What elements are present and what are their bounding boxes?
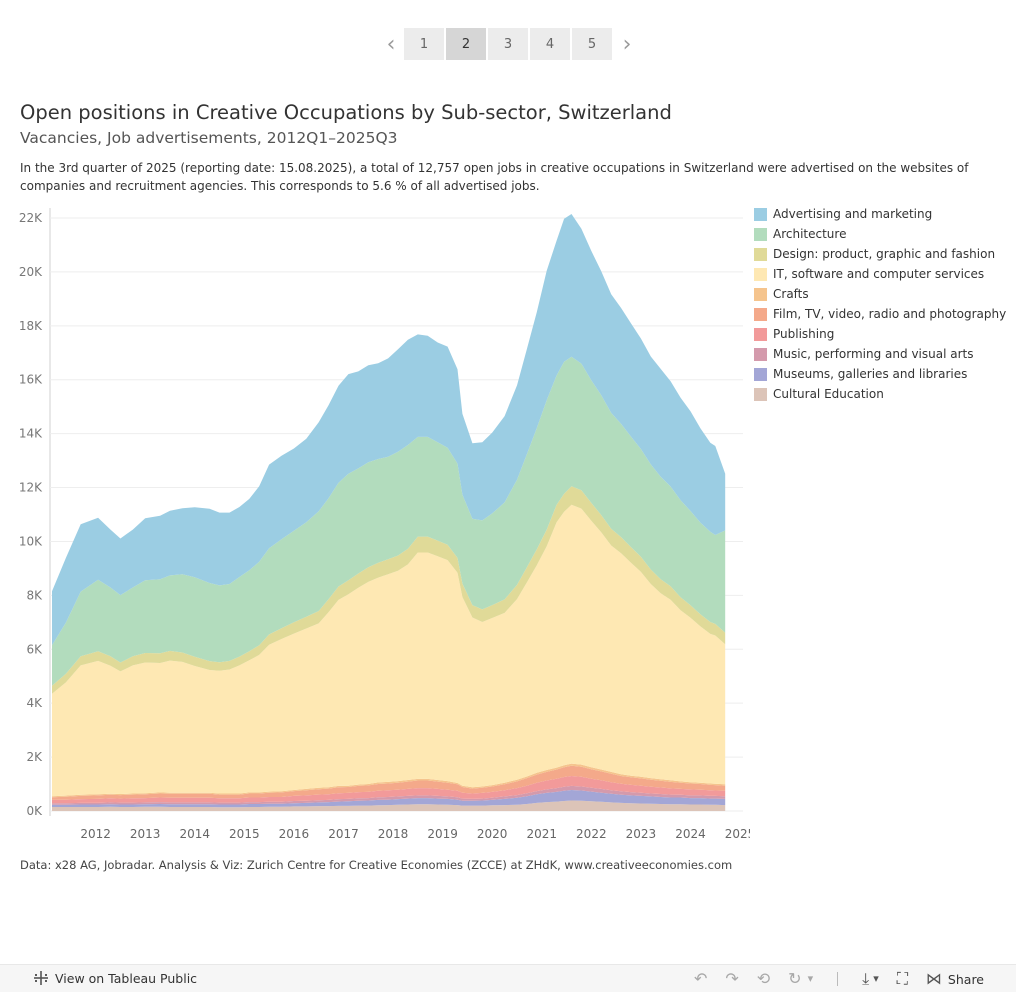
legend-swatch (754, 347, 767, 361)
x-tick-label: 2012 (80, 827, 111, 841)
chart-subtitle: Vacancies, Job advertisements, 2012Q1–20… (20, 129, 398, 147)
y-tick-label: 8K (26, 588, 43, 602)
legend-item[interactable]: Cultural Education (754, 384, 1006, 404)
area-museums-galleries-and-libraries (52, 790, 726, 808)
y-tick-label: 6K (26, 642, 43, 656)
legend-swatch (754, 247, 767, 261)
area-cultural-education (52, 800, 726, 811)
area-film-tv-video-radio-and-photography (52, 765, 726, 800)
legend-label: Architecture (773, 227, 847, 241)
y-tick-label: 18K (19, 319, 43, 333)
legend-label: Music, performing and visual arts (773, 347, 974, 361)
legend-label: Advertising and marketing (773, 207, 933, 221)
view-on-tableau-label: View on Tableau Public (55, 970, 198, 986)
legend-item[interactable]: Film, TV, video, radio and photography (754, 304, 1006, 324)
share-button[interactable]: Share (947, 971, 984, 987)
y-tick-label: 10K (19, 534, 43, 548)
refresh-icon[interactable]: ↻ (788, 969, 802, 988)
chart-legend: Advertising and marketing Architecture Des… (754, 204, 1006, 404)
x-tick-label: 2021 (526, 827, 557, 841)
undo-icon[interactable]: ↶ (693, 969, 708, 988)
x-tick-label: 2018 (378, 827, 409, 841)
legend-label: Film, TV, video, radio and photography (773, 307, 1007, 321)
legend-label: Museums, galleries and libraries (773, 367, 968, 381)
legend-label: IT, software and computer services (773, 267, 985, 281)
legend-item[interactable]: Architecture (754, 224, 1006, 244)
y-tick-label: 20K (19, 265, 43, 279)
download-dropdown-icon[interactable]: ▾ (873, 972, 879, 985)
chart-title: Open positions in Creative Occupations b… (20, 101, 672, 124)
legend-swatch (754, 387, 767, 401)
x-tick-label: 2013 (130, 827, 161, 841)
stacked-area-chart[interactable]: 0K 2K 4K 6K 8K 10K 12K 14K 16K 18K 20K 22K 2012 2013 2… (0, 200, 750, 850)
legend-item[interactable]: Advertising and marketing (754, 204, 1006, 224)
legend-label: Cultural Education (773, 387, 884, 401)
page-tab-1[interactable]: 1 (404, 28, 444, 60)
redo-icon[interactable]: ↷ (725, 969, 739, 988)
legend-item[interactable]: Publishing (754, 324, 1006, 344)
view-on-tableau-link[interactable]: View on Tableau Public (33, 970, 197, 986)
x-tick-label: 2016 (279, 827, 310, 841)
x-tick-label: 2015 (229, 827, 260, 841)
page-tab-3[interactable]: 3 (488, 28, 528, 60)
legend-swatch (754, 227, 767, 241)
y-tick-label: 12K (19, 481, 43, 495)
x-tick-label: 2020 (477, 827, 508, 841)
share-icon[interactable]: ⋈ (925, 969, 942, 988)
area-architecture (52, 356, 726, 686)
toolbar-divider (837, 972, 839, 986)
revert-icon[interactable]: ⟲ (756, 969, 771, 988)
y-tick-label: 0K (26, 804, 43, 818)
chart-description: In the 3rd quarter of 2025 (reporting da… (20, 161, 969, 193)
page-tab-2[interactable]: 2 (446, 28, 486, 60)
x-tick-label: 2014 (179, 827, 210, 841)
chevron-left-icon[interactable]: ‹ (386, 31, 396, 57)
x-tick-label: 2017 (328, 827, 359, 841)
area-it-software-and-computer-services (52, 504, 726, 797)
legend-label: Crafts (773, 287, 809, 301)
area-advertising-and-marketing (52, 214, 726, 646)
y-tick-label: 14K (19, 427, 43, 441)
legend-item[interactable]: Design: product, graphic and fashion (754, 244, 1006, 264)
legend-swatch (754, 207, 767, 221)
area-music-performing-and-visual-arts (52, 785, 726, 805)
x-tick-label: 2023 (626, 827, 657, 841)
x-tick-label: 2019 (427, 827, 458, 841)
legend-item[interactable]: Crafts (754, 284, 1006, 304)
legend-label: Publishing (773, 327, 835, 341)
page-tab-5[interactable]: 5 (572, 28, 612, 60)
legend-swatch (754, 327, 767, 341)
page-tab-4[interactable]: 4 (530, 28, 570, 60)
legend-label: Design: product, graphic and fashion (773, 247, 996, 261)
legend-swatch (754, 367, 767, 381)
download-icon[interactable]: ⤓ (862, 969, 870, 988)
legend-swatch (754, 267, 767, 281)
x-tick-label: 2022 (576, 827, 607, 841)
x-tick-label: 2025 (725, 827, 750, 841)
legend-item[interactable]: Museums, galleries and libraries (754, 364, 1006, 384)
tableau-logo-icon (34, 971, 48, 985)
y-tick-label: 4K (26, 696, 43, 710)
y-tick-label: 16K (19, 373, 43, 387)
legend-item[interactable]: IT, software and computer services (754, 264, 1006, 284)
y-tick-label: 22K (19, 211, 43, 225)
chevron-right-icon[interactable]: › (622, 31, 632, 57)
legend-swatch (754, 307, 767, 321)
legend-swatch (754, 287, 767, 301)
toolbar-actions: ↶ ↷ ⟲ ↻ ▾ ⤓ ▾ ⛶ ⋈ Share (676, 968, 984, 990)
y-tick-label: 2K (26, 750, 43, 764)
data-source-note: Data: x28 AG, Jobradar. Analysis & Viz: … (20, 858, 733, 872)
fullscreen-icon[interactable]: ⛶ (896, 969, 908, 988)
refresh-dropdown-icon[interactable]: ▾ (807, 972, 814, 985)
x-tick-label: 2024 (675, 827, 706, 841)
legend-item[interactable]: Music, performing and visual arts (754, 344, 1006, 364)
area-publishing (52, 776, 726, 804)
tableau-toolbar: View on Tableau Public ↶ ↷ ⟲ ↻ ▾ ⤓ ▾ ⛶ ⋈… (0, 964, 1016, 992)
